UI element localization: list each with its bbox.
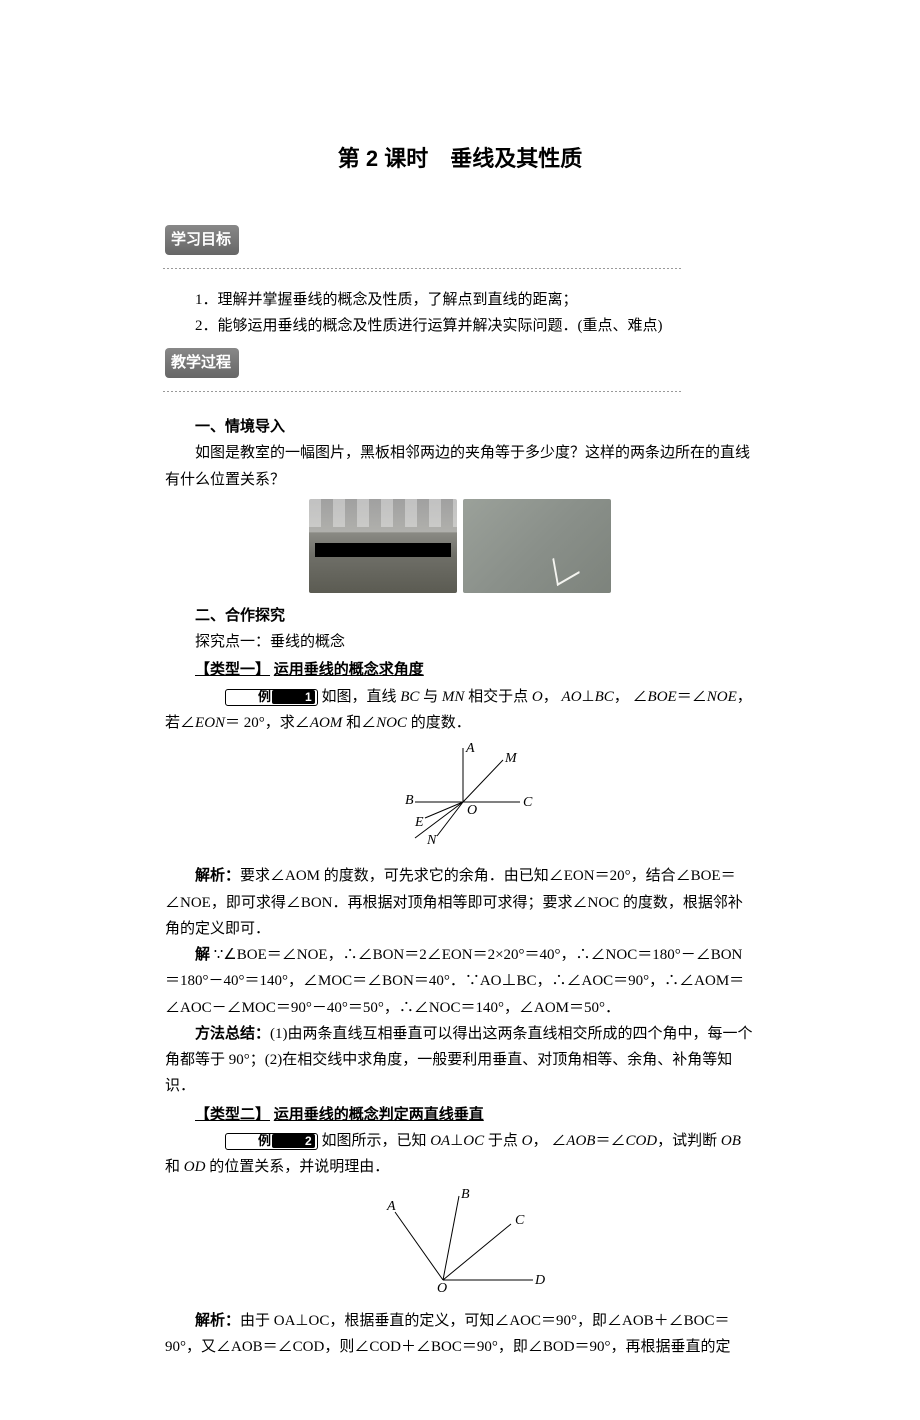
ex1-analysis: 解析：要求∠AOM 的度数，可先求它的余角．由已知∠EON＝20°，结合∠BOE… <box>165 863 755 942</box>
goal-2: 2．能够运用垂线的概念及性质进行运算并解决实际问题．(重点、难点) <box>165 313 755 339</box>
analysis-label: 解析： <box>195 867 240 884</box>
o: O <box>532 689 543 705</box>
lbl-B: B <box>405 793 414 808</box>
ex2-analysis: 解析：由于 OA⊥OC，根据垂直的定义，可知∠AOC＝90°，即∠AOB＋∠BO… <box>165 1308 755 1361</box>
ex1-analysis-text: 要求∠AOM 的度数，可先求它的余角．由已知∠EON＝20°，结合∠BOE＝∠N… <box>165 868 743 937</box>
lbl-C: C <box>523 795 533 810</box>
explore-point: 探究点一：垂线的概念 <box>165 629 755 655</box>
banner-trail <box>163 268 683 269</box>
ex2-e: 和 <box>165 1159 180 1175</box>
ex1-f: 20°，求 <box>244 715 295 731</box>
lbl2-O: O <box>437 1281 447 1294</box>
lbl2-C: C <box>515 1213 525 1228</box>
blackboard-photo <box>463 499 611 593</box>
ex1-h: 的度数． <box>411 715 471 731</box>
lbl-A: A <box>465 741 475 756</box>
classroom-photo <box>309 499 457 593</box>
section-1-title: 一、情境导入 <box>165 414 755 440</box>
analysis-label-2: 解析： <box>195 1312 240 1329</box>
ex1-d: ， <box>543 689 558 705</box>
example-2-num: 2 <box>272 1134 315 1148</box>
method-label: 方法总结： <box>195 1025 270 1042</box>
type-1-title: 运用垂线的概念求角度 <box>274 661 424 678</box>
ex1-a: 如图，直线 <box>321 689 396 705</box>
lbl2-A: A <box>386 1199 396 1214</box>
lbl-M: M <box>504 751 518 766</box>
figure-1: A M B C O E N <box>165 740 755 859</box>
lbl-N: N <box>426 833 437 848</box>
ex1-solution: 解 ∵∠BOE＝∠NOE，∴∠BON＝2∠EON＝2×20°＝40°，∴∠NOC… <box>165 942 755 1021</box>
figure-2: A B C D O <box>165 1184 755 1303</box>
lbl2-B: B <box>461 1187 470 1202</box>
mn: MN <box>442 689 468 705</box>
type-2-label: 【类型二】 <box>195 1106 270 1123</box>
example-1-stem: 例1 如图，直线 BC 与 MN 相交于点 O， AO⊥BC， ∠BOE＝∠NO… <box>165 684 755 737</box>
lbl-O: O <box>467 803 477 818</box>
ex2-c: ， <box>533 1133 548 1149</box>
ex1-b: 与 <box>423 689 438 705</box>
example-1-num: 1 <box>272 690 315 704</box>
bc: BC <box>400 689 423 705</box>
goal-1: 1．理解并掌握垂线的概念及性质，了解点到直线的距离； <box>165 287 755 313</box>
ex1-method: 方法总结：(1)由两条直线互相垂直可以得出这两条直线相交所成的四个角中，每一个角… <box>165 1021 755 1100</box>
lbl2-D: D <box>534 1273 545 1288</box>
page: 第 2 课时 垂线及其性质 学习目标 1．理解并掌握垂线的概念及性质，了解点到直… <box>0 0 920 1420</box>
banner-process: 教学过程 <box>165 348 755 405</box>
ex2-d: ，试判断 <box>657 1133 717 1149</box>
ex1-g: 和 <box>346 715 361 731</box>
figure-1-svg: A M B C O E N <box>375 740 545 850</box>
ex2-b: 于点 <box>488 1133 518 1149</box>
section-1-text: 如图是教室的一幅图片，黑板相邻两边的夹角等于多少度？这样的两条边所在的直线有什么… <box>165 440 755 493</box>
type-1-label: 【类型一】 <box>195 661 270 678</box>
example-word: 例 <box>258 689 271 704</box>
type-2-title: 运用垂线的概念判定两直线垂直 <box>274 1106 484 1123</box>
type-2-line: 【类型二】 运用垂线的概念判定两直线垂直 <box>165 1102 755 1128</box>
ex2-f: 的位置关系，并说明理由． <box>209 1159 389 1175</box>
example-1-badge: 例1 <box>195 686 318 709</box>
ex2-a: 如图所示，已知 <box>321 1133 426 1149</box>
ex1-c: 相交于点 <box>468 689 528 705</box>
lbl-E: E <box>414 815 424 830</box>
type-1-line: 【类型一】 运用垂线的概念求角度 <box>165 657 755 683</box>
example-2-badge: 例2 <box>195 1130 318 1153</box>
banner-trail <box>163 391 683 392</box>
banner-goals: 学习目标 <box>165 225 755 282</box>
ex2-analysis-text: 由于 OA⊥OC，根据垂直的定义，可知∠AOC＝90°，即∠AOB＋∠BOC＝9… <box>165 1313 731 1355</box>
page-title: 第 2 课时 垂线及其性质 <box>165 140 755 179</box>
photo-row <box>165 499 755 593</box>
figure-2-svg: A B C D O <box>365 1184 555 1294</box>
banner-goals-label: 学习目标 <box>165 225 239 255</box>
ao-bc: AO <box>562 689 582 705</box>
example-2-stem: 例2 如图所示，已知 OA⊥OC 于点 O， ∠AOB＝∠COD，试判断 OB … <box>165 1128 755 1181</box>
banner-process-label: 教学过程 <box>165 348 239 378</box>
solution-label: 解 <box>195 946 210 963</box>
ex1-solution-text: ∵∠BOE＝∠NOE，∴∠BON＝2∠EON＝2×20°＝40°，∴∠NOC＝1… <box>165 947 744 1016</box>
section-2-title: 二、合作探究 <box>165 603 755 629</box>
